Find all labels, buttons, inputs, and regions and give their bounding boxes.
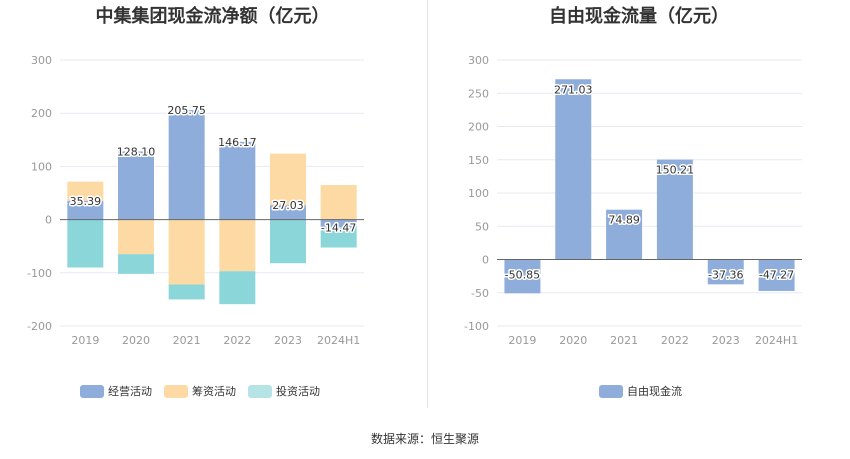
data-label: 146.17 [218, 136, 257, 149]
y-tick-label: 300 [468, 54, 489, 67]
bar [219, 219, 256, 272]
x-tick-label: 2019 [508, 334, 536, 347]
x-tick-label: 2023 [712, 334, 740, 347]
data-label: -50.85 [505, 269, 540, 282]
legend-item-financing[interactable]: 筹资活动 [164, 383, 236, 399]
y-tick-label: 150 [468, 154, 489, 167]
legend-swatch-investing [248, 384, 272, 398]
bar [270, 205, 306, 220]
panel-divider [427, 0, 428, 408]
data-label: -37.36 [708, 269, 743, 282]
bar [270, 219, 306, 264]
x-tick-label: 2022 [223, 334, 251, 347]
legend-item-investing[interactable]: 投资活动 [248, 383, 320, 399]
x-tick-label: 2022 [661, 334, 689, 347]
bar [707, 259, 744, 285]
left-chart-title: 中集集团现金流净额（亿元） [95, 6, 330, 27]
legend-swatch-free-cash-flow [599, 384, 623, 398]
legend-label-operating: 经营活动 [108, 385, 152, 398]
bar [320, 219, 357, 228]
data-label: 205.75 [167, 104, 206, 117]
y-tick-label: 200 [468, 121, 489, 134]
y-tick-label: -100 [27, 267, 52, 280]
bar [67, 200, 104, 220]
bar [758, 259, 795, 291]
data-label: 74.89 [608, 214, 640, 227]
data-source-footer: 数据来源：恒生聚源 [370, 432, 479, 446]
y-tick-label: 0 [45, 214, 52, 227]
legend-item-free-cash-flow[interactable]: 自由现金流 [599, 383, 682, 399]
y-tick-label: -50 [471, 287, 489, 300]
bar [320, 185, 357, 220]
y-tick-label: 100 [31, 160, 52, 173]
y-tick-label: -100 [464, 320, 489, 333]
x-tick-label: 2020 [559, 334, 587, 347]
right-chart-title: 自由现金流量（亿元） [549, 6, 729, 27]
bar [67, 181, 104, 201]
data-label: 27.03 [272, 199, 304, 212]
bar [504, 259, 541, 294]
legend-item-operating[interactable]: 经营活动 [80, 383, 152, 399]
legend-swatch-financing [164, 384, 188, 398]
x-tick-label: 2020 [122, 334, 150, 347]
legend-label-financing: 筹资活动 [192, 385, 236, 398]
x-tick-label: 2021 [173, 334, 201, 347]
bar [219, 271, 256, 305]
x-tick-label: 2019 [71, 334, 99, 347]
bar [606, 209, 643, 260]
y-tick-label: -200 [27, 320, 52, 333]
bar [67, 219, 104, 268]
cash-flow-stacked-bar-chart: -200 -100 0 100 200 300 2019 2020 2021 2022 2023 20… [27, 54, 364, 347]
data-label: 271.03 [554, 83, 593, 96]
bar [168, 219, 205, 285]
bar [168, 284, 205, 300]
y-tick-label: 300 [31, 54, 52, 67]
bar [555, 79, 592, 260]
x-tick-label: 2023 [274, 334, 302, 347]
legend-swatch-operating [80, 384, 104, 398]
bar [118, 254, 154, 274]
y-tick-label: 0 [482, 254, 489, 267]
legend-label-free-cash-flow: 自由现金流 [627, 385, 682, 398]
data-label: -14.47 [321, 221, 356, 234]
bar [656, 159, 693, 260]
right-chart-legend: 自由现金流 [599, 382, 694, 400]
y-tick-label: 100 [468, 187, 489, 200]
x-tick-label: 2024H1 [755, 334, 798, 347]
bar [118, 151, 154, 220]
bar [118, 219, 154, 255]
legend-label-investing: 投资活动 [276, 385, 320, 398]
bar [320, 227, 357, 248]
x-tick-label: 2024H1 [317, 334, 360, 347]
y-tick-label: 200 [31, 107, 52, 120]
data-label: 150.21 [656, 164, 695, 177]
x-tick-label: 2021 [610, 334, 638, 347]
bar [270, 153, 306, 206]
y-tick-label: 50 [475, 220, 489, 233]
bar [219, 141, 256, 220]
data-label: -47.27 [759, 269, 794, 282]
data-label: 35.39 [70, 195, 102, 208]
bar [168, 110, 205, 220]
y-tick-label: 250 [468, 87, 489, 100]
free-cash-flow-bar-chart: -100 -50 0 50 100 150 200 250 300 2019 2020 2021 202… [464, 54, 802, 347]
left-chart-legend: 经营活动 筹资活动 投资活动 [80, 382, 332, 400]
data-label: 128.10 [117, 145, 156, 158]
